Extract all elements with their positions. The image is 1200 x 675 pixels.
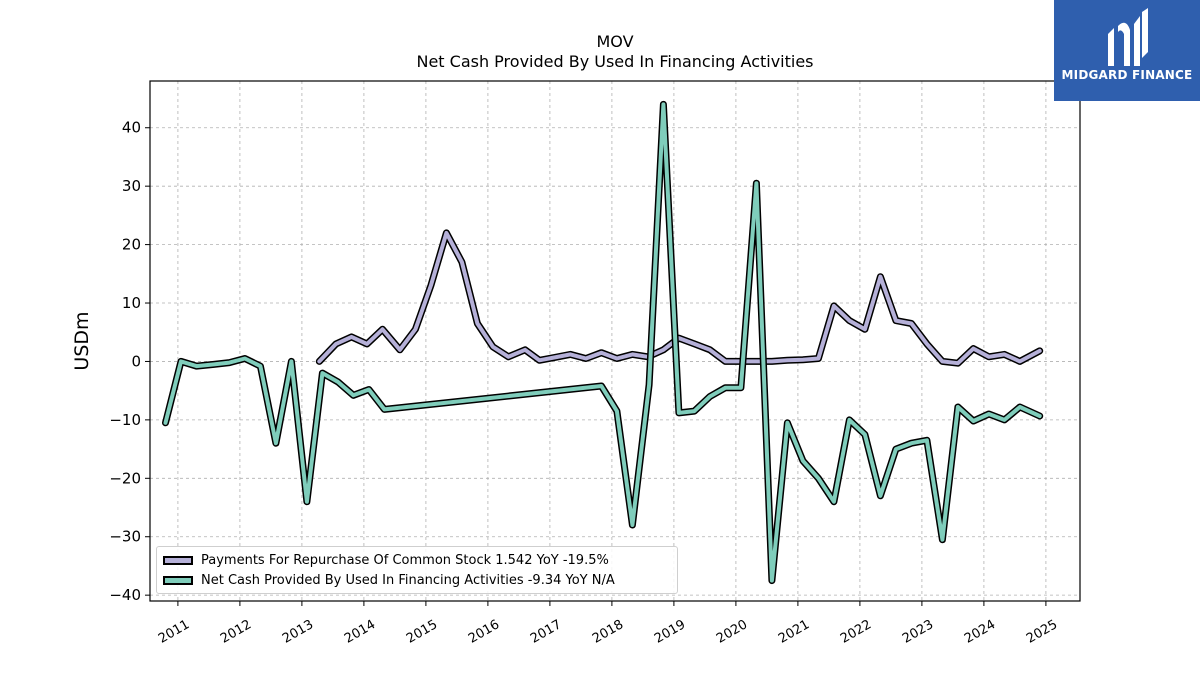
legend-swatch xyxy=(163,555,193,565)
y-tick-label: −10 xyxy=(109,411,141,429)
x-tick-label: 2024 xyxy=(962,617,998,647)
series-outline xyxy=(162,100,1044,585)
midgard-logo-icon xyxy=(1108,8,1148,66)
y-tick-label: 30 xyxy=(122,177,141,195)
series-lines xyxy=(162,100,1044,585)
y-tick-label: −20 xyxy=(109,469,141,487)
x-tick-label: 2012 xyxy=(218,617,254,647)
x-tick-label: 2025 xyxy=(1024,617,1060,647)
x-tick-label: 2015 xyxy=(404,617,440,647)
legend-item: Net Cash Provided By Used In Financing A… xyxy=(163,571,615,589)
chart-legend: Payments For Repurchase Of Common Stock … xyxy=(156,546,678,594)
x-tick-label: 2018 xyxy=(590,617,626,647)
x-tick-label: 2023 xyxy=(900,617,936,647)
x-tick-label: 2017 xyxy=(528,617,564,647)
x-tick-label: 2011 xyxy=(156,617,192,647)
x-tick-label: 2019 xyxy=(652,617,688,647)
grid-lines xyxy=(150,81,1080,601)
x-tick-label: 2020 xyxy=(714,617,750,647)
legend-item: Payments For Repurchase Of Common Stock … xyxy=(163,551,609,569)
x-tick-label: 2021 xyxy=(776,617,812,647)
y-tick-label: −30 xyxy=(109,528,141,546)
x-axis: 2011 2012 2013 2014 2015 2016 2017 2018 2019 2020… xyxy=(156,601,1060,647)
series-line xyxy=(162,100,1044,585)
x-tick-label: 2013 xyxy=(280,617,316,647)
series-core xyxy=(317,230,1042,366)
y-tick-label: 10 xyxy=(122,294,141,312)
legend-swatch xyxy=(163,575,193,585)
x-tick-label: 2014 xyxy=(342,617,378,647)
y-tick-label: 0 xyxy=(131,352,141,370)
legend-label: Net Cash Provided By Used In Financing A… xyxy=(201,572,615,588)
series-core xyxy=(163,102,1042,583)
chart-title: MOV xyxy=(596,32,634,51)
chart-subtitle: Net Cash Provided By Used In Financing A… xyxy=(416,52,814,71)
x-tick-label: 2016 xyxy=(466,617,502,647)
y-tick-label: 20 xyxy=(122,236,141,254)
series-line xyxy=(315,229,1044,367)
legend-label: Payments For Repurchase Of Common Stock … xyxy=(201,552,609,568)
axes-frame xyxy=(149,80,1081,602)
y-axis-label: USDm xyxy=(71,311,93,370)
brand-name: MIDGARD FINANCE xyxy=(1061,68,1193,82)
y-axis: −40 −30 −20 −10 0 10 20 30 40 xyxy=(109,119,150,604)
y-tick-label: −40 xyxy=(109,586,141,604)
y-tick-label: 40 xyxy=(122,119,141,137)
x-tick-label: 2022 xyxy=(838,617,874,647)
brand-badge: MIDGARD FINANCE xyxy=(1054,0,1200,101)
